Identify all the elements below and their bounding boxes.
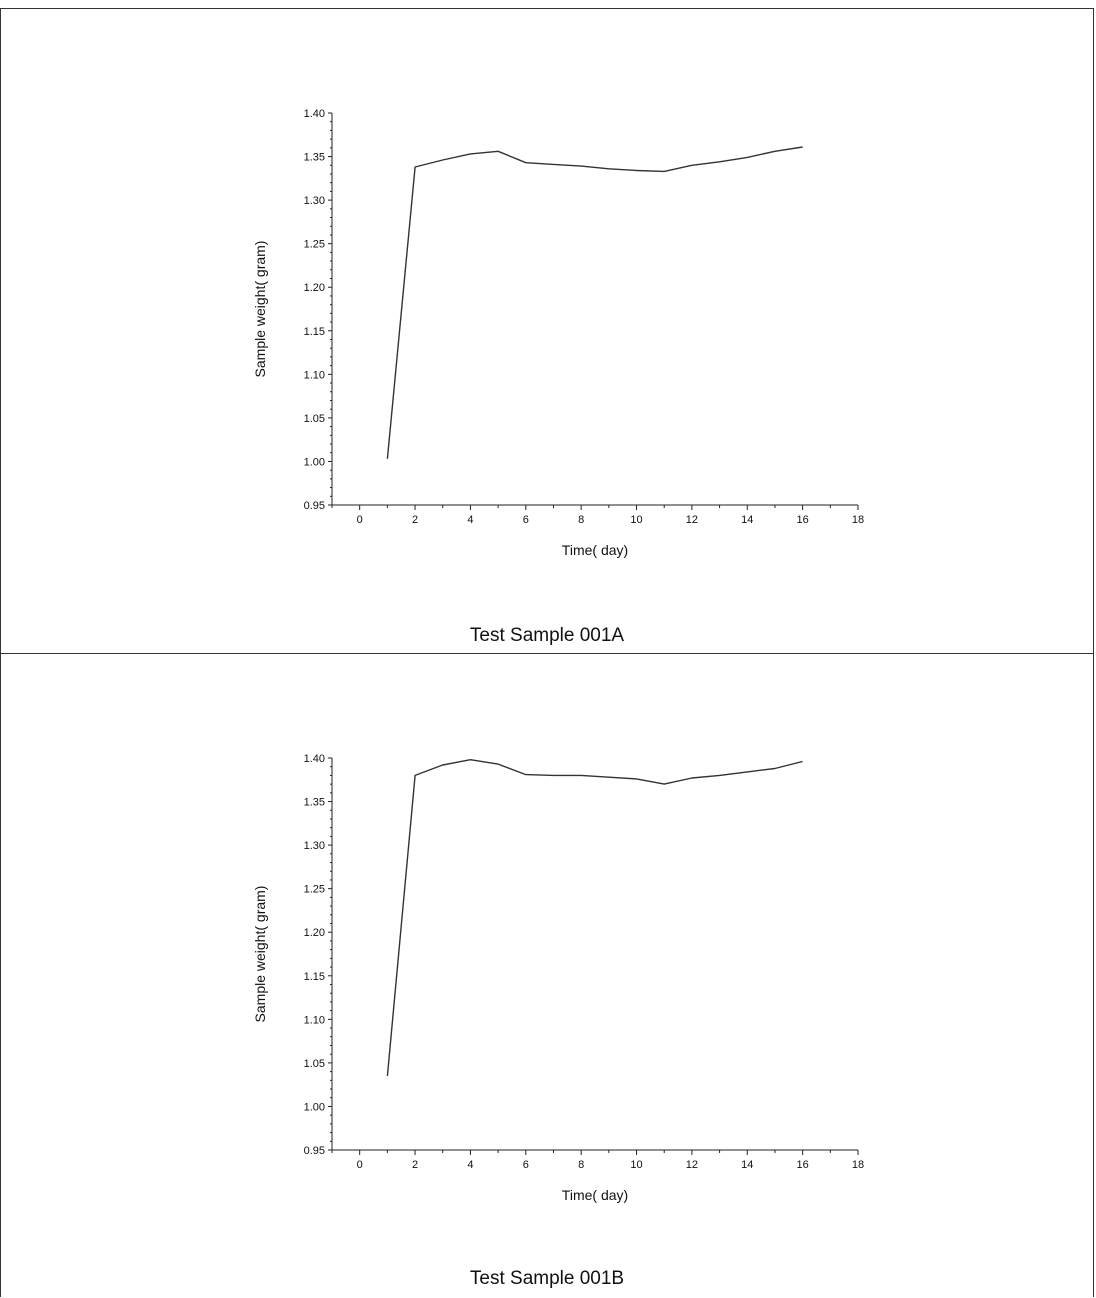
y-tick-label: 1.05 <box>304 413 325 425</box>
x-tick-label: 6 <box>523 1159 529 1171</box>
chart-panel-001b: 0.95 1.00 1.05 1.10 1.15 1.20 1.25 1.30 1.35 1.40… <box>0 653 1094 1297</box>
y-axis-label: Sample weight( gram) <box>252 886 268 1023</box>
series-line-001b <box>386 758 803 1077</box>
x-tick-label: 14 <box>741 514 753 526</box>
series-line-001a <box>386 146 803 459</box>
x-axis-label: Time( day) <box>562 1187 628 1203</box>
x-tick-label: 18 <box>852 1159 864 1171</box>
y-axis-label: Sample weight( gram) <box>252 241 268 378</box>
y-tick-label: 0.95 <box>304 500 325 512</box>
x-tick-label: 10 <box>630 1159 642 1171</box>
y-tick-label: 1.25 <box>304 884 325 896</box>
x-tick-label: 2 <box>412 514 418 526</box>
y-tick-label: 1.40 <box>304 108 325 120</box>
y-tick-label: 1.00 <box>304 456 325 468</box>
x-tick-label: 12 <box>686 1159 698 1171</box>
x-tick-label: 6 <box>523 514 529 526</box>
y-tick-label: 1.00 <box>304 1101 325 1113</box>
x-tick-label: 4 <box>467 1159 473 1171</box>
chart-001b: 0.95 1.00 1.05 1.10 1.15 1.20 1.25 1.30 1.35 1.40… <box>252 753 864 1203</box>
y-tick-label: 1.20 <box>304 927 325 939</box>
y-tick-label: 1.15 <box>304 326 325 338</box>
y-tick-label: 1.20 <box>304 282 325 294</box>
y-tick-label: 1.40 <box>304 753 325 765</box>
y-tick-label: 1.10 <box>304 1014 325 1026</box>
x-tick-label: 18 <box>852 514 864 526</box>
chart-title-001a: Test Sample 001A <box>469 625 625 646</box>
x-tick-label: 8 <box>578 514 584 526</box>
y-tick-label: 1.25 <box>304 239 325 251</box>
y-tick-label: 1.35 <box>304 152 325 164</box>
x-tick-label: 8 <box>578 1159 584 1171</box>
x-tick-label: 14 <box>741 1159 753 1171</box>
x-tick-label: 16 <box>797 1159 809 1171</box>
x-tick-label: 4 <box>467 514 473 526</box>
y-tick-label: 1.30 <box>304 840 325 852</box>
chart-001a: 0.95 1.00 1.05 1.10 1.15 1.20 1.25 1.30 1.35 1.40… <box>252 108 864 558</box>
y-tick-label: 1.35 <box>304 797 325 809</box>
x-tick-label: 2 <box>412 1159 418 1171</box>
chart-title-001b: Test Sample 001B <box>469 1268 625 1289</box>
x-axis-label: Time( day) <box>562 542 628 558</box>
x-tick-label: 12 <box>686 514 698 526</box>
x-tick-label: 16 <box>797 514 809 526</box>
chart-panel-001a: 0.95 1.00 1.05 1.10 1.15 1.20 1.25 1.30 1.35 1.40… <box>0 8 1094 654</box>
x-tick-label: 0 <box>357 1159 363 1171</box>
y-tick-label: 1.30 <box>304 195 325 207</box>
y-tick-label: 1.05 <box>304 1058 325 1070</box>
y-tick-label: 0.95 <box>304 1145 325 1157</box>
x-tick-label: 10 <box>630 514 642 526</box>
y-tick-label: 1.15 <box>304 971 325 983</box>
x-tick-label: 0 <box>357 514 363 526</box>
y-tick-label: 1.10 <box>304 369 325 381</box>
